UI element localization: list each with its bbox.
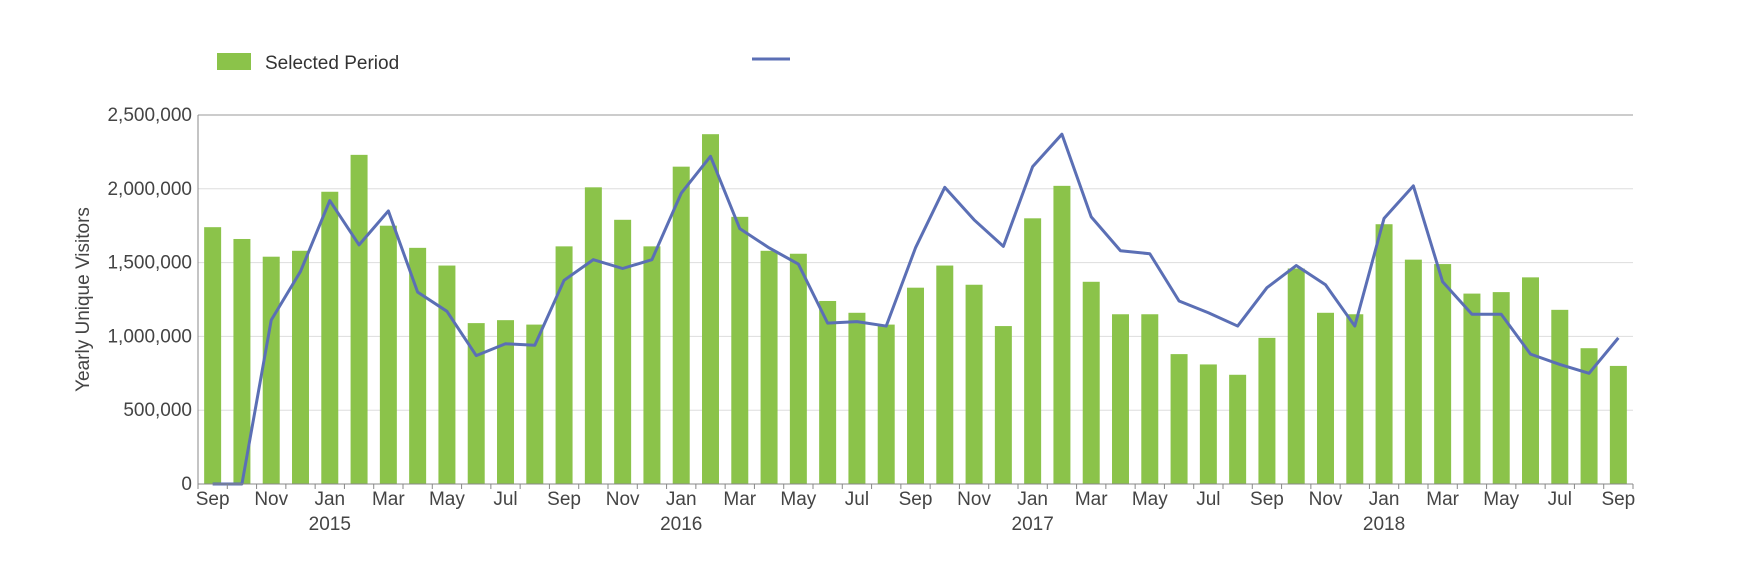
bar (731, 216, 749, 484)
x-tick-label: May (429, 489, 465, 510)
bar (1609, 365, 1627, 484)
x-tick-label: Jan (1017, 489, 1048, 510)
legend: Selected Period (217, 53, 790, 74)
x-tick-label: Jul (845, 489, 869, 510)
x-tick-label: Sep (547, 489, 581, 510)
bar (292, 250, 309, 484)
bar (379, 225, 397, 484)
x-tick-label: Mar (723, 489, 756, 510)
bar (1112, 314, 1129, 484)
y-tick-label: 2,000,000 (107, 179, 192, 200)
bar (907, 287, 924, 484)
bar (965, 284, 983, 484)
x-tick-label: Sep (196, 489, 230, 510)
bar (555, 246, 573, 484)
bar (204, 227, 222, 484)
bar (1463, 293, 1481, 484)
bar (1287, 268, 1305, 484)
x-tick-label: Mar (1075, 489, 1108, 510)
bar (994, 326, 1012, 484)
bar (1404, 259, 1422, 484)
bar (1199, 364, 1217, 484)
x-tick-label: Sep (1250, 489, 1284, 510)
x-tick-label: Sep (1601, 489, 1635, 510)
bar (1141, 314, 1159, 484)
bar (350, 154, 368, 485)
x-tick-label: Jan (1369, 489, 1400, 510)
bar (1053, 185, 1071, 484)
bar (1492, 292, 1510, 484)
x-tick-label: Jul (1548, 489, 1572, 510)
x-tick-label: Mar (1426, 489, 1459, 510)
y-axis-title: Yearly Unique Visitors (73, 207, 94, 392)
bar (848, 312, 866, 484)
year-label: 2018 (1363, 514, 1405, 535)
year-label: 2015 (309, 514, 351, 535)
bar (1434, 264, 1452, 484)
x-tick-label: Nov (957, 489, 991, 510)
axes (197, 115, 1634, 489)
bar (321, 191, 339, 484)
bar (467, 323, 485, 484)
bar (1082, 281, 1100, 484)
y-tick-label: 0 (181, 474, 192, 495)
bar (1375, 224, 1393, 484)
bar (262, 256, 280, 484)
bar (936, 265, 954, 484)
legend-swatch-bar (217, 53, 251, 70)
y-tick-label: 500,000 (123, 400, 192, 421)
x-tick-label: May (1483, 489, 1519, 510)
x-tick-label: Nov (1309, 489, 1343, 510)
bar (1580, 348, 1598, 484)
bar (1551, 309, 1569, 484)
x-tick-label: Jan (666, 489, 697, 510)
bar (789, 253, 807, 484)
bar (672, 166, 690, 484)
axis-labels: 0 500,000 1,000,000 1,500,000 2,000,000 2,500… (73, 105, 1635, 535)
bar (1317, 312, 1334, 484)
x-tick-label: Sep (899, 489, 933, 510)
bar (497, 320, 514, 484)
bar (643, 246, 661, 484)
bar (233, 238, 251, 484)
year-label: 2016 (660, 514, 702, 535)
legend-label-selected-period: Selected Period (265, 53, 399, 74)
bar (438, 265, 456, 484)
y-tick-label: 1,000,000 (107, 326, 192, 347)
bar (877, 324, 895, 484)
x-tick-label: Nov (254, 489, 288, 510)
x-tick-label: Jan (314, 489, 345, 510)
x-tick-label: May (780, 489, 816, 510)
year-label: 2017 (1012, 514, 1054, 535)
bar (526, 324, 544, 484)
bar (1024, 218, 1042, 484)
x-tick-label: Mar (372, 489, 405, 510)
y-tick-label: 2,500,000 (107, 105, 192, 126)
bar (1258, 337, 1276, 484)
bar (614, 219, 632, 484)
x-tick-label: Jul (1196, 489, 1220, 510)
bar (819, 300, 837, 484)
bar (1229, 374, 1247, 484)
line-series (212, 132, 1620, 486)
bar (409, 247, 427, 484)
x-tick-label: May (1132, 489, 1168, 510)
y-tick-label: 1,500,000 (107, 253, 192, 274)
bar (1346, 314, 1364, 484)
bar (760, 250, 778, 484)
x-tick-label: Nov (606, 489, 640, 510)
x-tick-label: Jul (493, 489, 517, 510)
bar (1522, 277, 1539, 484)
bar (1170, 354, 1188, 484)
bar (584, 187, 602, 484)
bar (702, 134, 719, 485)
